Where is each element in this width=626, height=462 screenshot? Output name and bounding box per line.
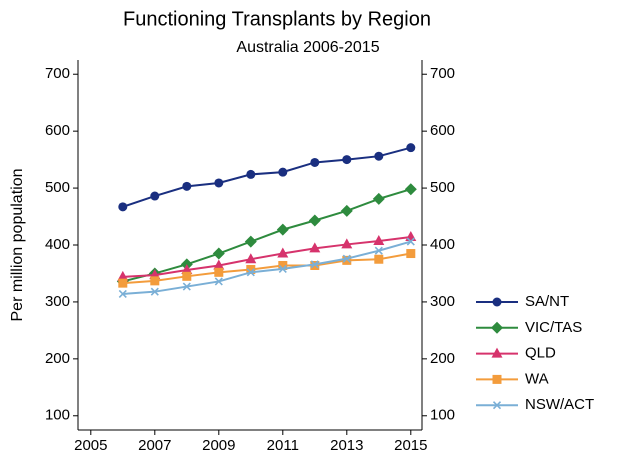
series-line — [122, 240, 412, 295]
x-tick-label: 2011 — [267, 437, 299, 454]
marker — [310, 260, 320, 270]
marker — [342, 155, 352, 165]
legend-label: QLD — [525, 345, 556, 362]
marker — [182, 282, 191, 291]
marker — [118, 278, 128, 288]
marker — [309, 242, 321, 253]
legend-label: WA — [525, 370, 549, 387]
x-tick-label: 2007 — [138, 437, 171, 454]
y-tick-label: 700 — [45, 65, 70, 82]
marker — [278, 264, 287, 273]
marker — [214, 178, 224, 188]
legend-label: NSW/ACT — [525, 396, 594, 413]
marker — [118, 289, 127, 299]
series-line — [122, 146, 412, 208]
marker — [117, 270, 129, 281]
marker — [150, 191, 160, 201]
marker — [182, 271, 192, 281]
marker — [214, 267, 224, 277]
legend-marker — [492, 297, 502, 307]
y2-tick-label: 600 — [430, 122, 455, 139]
y2-tick-label: 100 — [430, 407, 455, 424]
y2-tick-label: 700 — [430, 65, 455, 82]
marker — [213, 259, 225, 270]
marker — [278, 260, 288, 270]
marker — [308, 214, 321, 227]
x-tick-label: 2015 — [394, 437, 427, 454]
marker — [310, 260, 319, 269]
marker — [277, 247, 289, 258]
marker — [341, 238, 353, 249]
y-tick-label: 500 — [45, 179, 70, 196]
marker — [278, 167, 288, 177]
series-line — [122, 188, 412, 283]
y2-tick-label: 500 — [430, 179, 455, 196]
marker — [373, 235, 385, 246]
y2-tick-label: 200 — [430, 350, 455, 367]
marker — [181, 264, 193, 275]
marker — [406, 143, 416, 153]
marker — [342, 254, 351, 263]
marker — [374, 254, 384, 264]
y2-tick-label: 300 — [430, 293, 455, 310]
y-tick-label: 600 — [45, 122, 70, 139]
series-line — [122, 236, 411, 278]
marker — [246, 268, 255, 277]
chart-title: Functioning Transplants by Region — [123, 8, 431, 30]
marker — [342, 255, 352, 265]
marker — [374, 151, 384, 161]
marker — [212, 247, 225, 260]
y-tick-label: 100 — [45, 407, 70, 424]
marker — [182, 181, 192, 191]
marker — [214, 277, 223, 286]
marker — [150, 287, 159, 296]
marker — [340, 204, 353, 217]
marker — [406, 237, 415, 246]
marker — [374, 246, 383, 255]
x-tick-label: 2013 — [330, 437, 363, 454]
y2-tick-label: 400 — [430, 236, 455, 253]
marker — [276, 223, 289, 236]
marker — [245, 253, 257, 264]
legend-marker — [491, 347, 503, 358]
marker — [310, 157, 320, 167]
y-tick-label: 300 — [45, 293, 70, 310]
series-line — [122, 252, 411, 285]
legend-marker — [492, 374, 502, 384]
y-axis-label: Per million population — [9, 169, 26, 322]
marker — [246, 169, 256, 179]
marker — [118, 202, 128, 212]
chart-subtitle: Australia 2006-2015 — [236, 39, 379, 56]
marker — [372, 192, 385, 205]
legend-marker — [491, 321, 503, 334]
marker — [246, 264, 256, 274]
legend-label: VIC/TAS — [525, 319, 582, 336]
marker — [404, 183, 417, 196]
y-tick-label: 400 — [45, 236, 70, 253]
y-tick-label: 200 — [45, 350, 70, 367]
marker — [150, 276, 160, 286]
x-tick-label: 2005 — [74, 437, 107, 454]
legend-label: SA/NT — [525, 293, 569, 310]
legend-marker — [492, 401, 502, 410]
marker — [244, 235, 257, 248]
x-tick-label: 2009 — [202, 437, 235, 454]
marker — [406, 249, 416, 259]
